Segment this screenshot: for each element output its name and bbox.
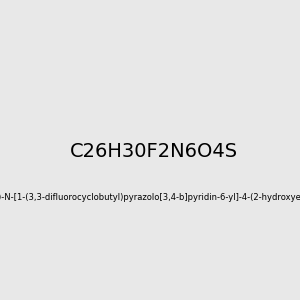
Text: C26H30F2N6O4S: C26H30F2N6O4S	[70, 142, 238, 161]
Text: 2-(6-azaspiro[2.5]octan-6-yl)-N-[1-(3,3-difluorocyclobutyl)pyrazolo[3,4-b]pyridi: 2-(6-azaspiro[2.5]octan-6-yl)-N-[1-(3,3-…	[0, 193, 300, 202]
